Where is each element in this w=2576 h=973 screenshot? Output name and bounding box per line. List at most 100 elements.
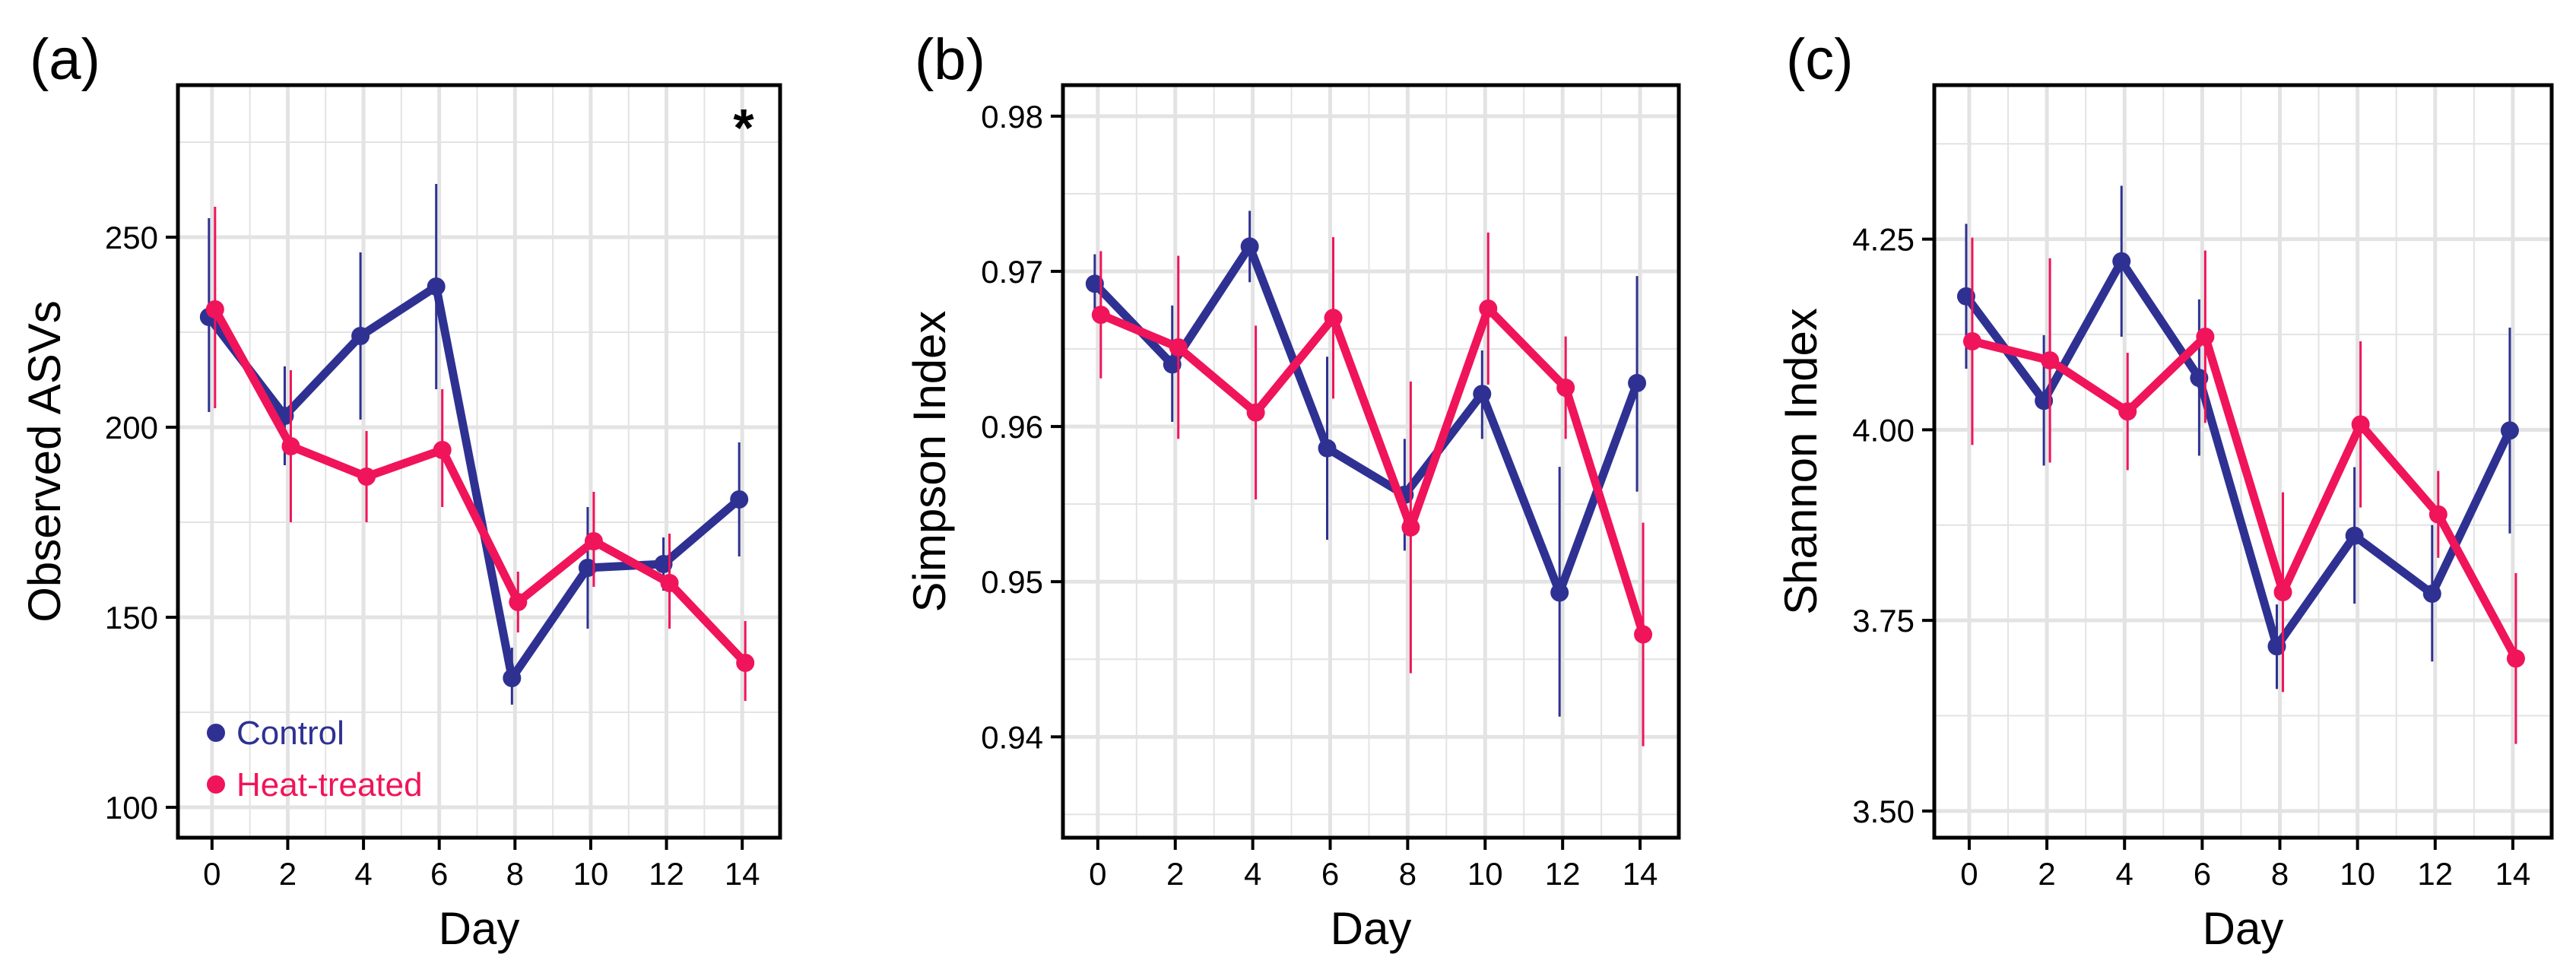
data-point (736, 654, 755, 672)
plot-frame (1932, 83, 2554, 840)
x-tick-label: 14 (725, 856, 760, 892)
x-tick-label: 6 (1321, 856, 1339, 892)
data-point (1318, 439, 1337, 458)
major-gridlines (178, 85, 780, 838)
data-point (2041, 351, 2060, 370)
y-axis-title: Shannon Index (1775, 308, 1826, 615)
data-point (1479, 299, 1498, 318)
x-tick-label: 4 (354, 856, 372, 892)
data-point (1091, 306, 1110, 325)
panel-label: (c) (1786, 27, 1854, 92)
data-point (1556, 379, 1575, 398)
legend-label: Control (236, 715, 344, 752)
data-point (654, 555, 673, 573)
x-tick-label: 14 (2495, 856, 2531, 892)
y-axis: 0.94 0.95 0.96 0.97 0.98 (981, 99, 1063, 755)
y-tick-label: 150 (105, 600, 158, 635)
x-tick-label: 8 (1399, 856, 1416, 892)
x-tick-label: 4 (1244, 856, 1261, 892)
data-point (1324, 309, 1343, 328)
x-tick-label: 14 (1623, 856, 1658, 892)
plot-frame (176, 83, 782, 840)
data-point (1550, 583, 1569, 602)
data-point (2351, 415, 2370, 434)
x-tick-label: 8 (2271, 856, 2289, 892)
legend-marker (207, 724, 225, 742)
x-tick-label: 12 (649, 856, 684, 892)
data-point (2506, 649, 2525, 668)
x-tick-label: 10 (1467, 856, 1503, 892)
x-axis: 0 2 4 6 8 10 12 14 (203, 838, 760, 892)
legend-marker (207, 775, 225, 794)
data-point (2035, 391, 2054, 410)
major-gridlines (1063, 85, 1679, 838)
panel-label: (a) (30, 27, 100, 92)
x-axis-title: Day (2203, 903, 2284, 954)
data-point (2500, 421, 2519, 440)
data-point (730, 490, 749, 509)
y-tick-label: 200 (105, 410, 158, 445)
data-point (433, 441, 452, 459)
x-tick-label: 2 (279, 856, 297, 892)
y-axis: 100 150 200 250 (105, 220, 178, 826)
x-axis-title: Day (1331, 903, 1412, 954)
y-tick-label: 0.95 (981, 564, 1043, 600)
x-tick-label: 10 (573, 856, 609, 892)
x-tick-label: 12 (2417, 856, 2453, 892)
y-tick-label: 4.00 (1852, 412, 1915, 448)
y-tick-label: 0.94 (981, 719, 1043, 755)
data-point (660, 574, 679, 592)
y-tick-label: 3.50 (1852, 794, 1915, 829)
panel-1: 0 2 4 6 8 10 12 14 Day 100 150 200 250 Observed ASVs (… (19, 27, 782, 954)
x-tick-label: 6 (430, 856, 448, 892)
data-point (1956, 287, 1975, 306)
data-point (2118, 402, 2137, 421)
x-tick-label: 0 (1960, 856, 1978, 892)
data-point (1634, 625, 1653, 644)
series-line (205, 282, 744, 683)
data-point (281, 437, 300, 455)
data-point (1163, 355, 1182, 374)
data-point (1473, 385, 1492, 404)
panel-2: 0 2 4 6 8 10 12 14 Day 0.94 0.95 0.96 0.97 0.98 Simpso… (904, 27, 1681, 954)
y-tick-label: 0.96 (981, 409, 1043, 445)
y-axis: 3.50 3.75 4.00 4.25 (1852, 222, 1934, 829)
x-tick-label: 0 (203, 856, 220, 892)
data-point (427, 277, 446, 296)
x-tick-label: 8 (506, 856, 524, 892)
y-tick-label: 3.75 (1852, 603, 1915, 639)
series-heat-treated (1962, 237, 2525, 744)
minor-gridlines (1063, 85, 1679, 838)
data-point (357, 467, 376, 486)
data-point (351, 327, 370, 345)
y-tick-label: 4.25 (1852, 222, 1915, 258)
x-tick-label: 2 (2038, 856, 2055, 892)
data-point (2345, 526, 2364, 545)
y-axis-title: Simpson Index (904, 311, 955, 613)
x-tick-label: 12 (1545, 856, 1581, 892)
x-axis-title: Day (439, 903, 520, 954)
series-line (1962, 257, 2514, 651)
data-point (2196, 328, 2215, 347)
major-gridlines (1934, 85, 2552, 838)
x-tick-label: 0 (1089, 856, 1106, 892)
significance-marker: * (733, 98, 754, 157)
y-axis-title: Observed ASVs (19, 300, 70, 623)
data-point (1246, 403, 1265, 422)
series-heat-treated (205, 207, 755, 701)
legend: Control Heat-treated (207, 715, 423, 803)
y-tick-label: 0.98 (981, 99, 1043, 135)
data-point (2428, 505, 2448, 524)
data-point (2273, 583, 2292, 602)
data-point (2422, 585, 2441, 604)
x-tick-label: 2 (1166, 856, 1184, 892)
series-line (211, 305, 750, 667)
data-point (578, 559, 597, 577)
data-point (2267, 637, 2286, 656)
data-point (1240, 237, 1259, 256)
data-point (509, 593, 528, 611)
panel-3: 0 2 4 6 8 10 12 14 Day 3.50 3.75 4.00 4.25 Shannon In… (1775, 27, 2554, 954)
x-axis: 0 2 4 6 8 10 12 14 (1089, 838, 1658, 892)
data-point (503, 669, 522, 687)
